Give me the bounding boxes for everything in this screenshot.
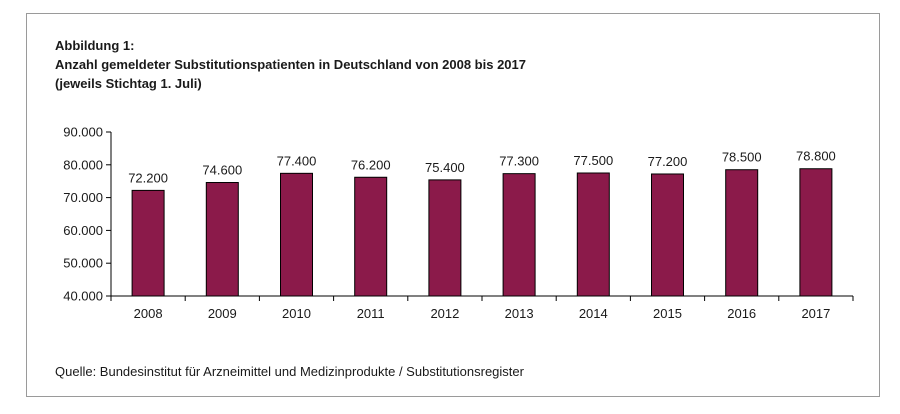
data-label: 77.200: [648, 154, 688, 169]
figure-frame: Abbildung 1: Anzahl gemeldeter Substitut…: [26, 13, 880, 397]
source-note: Quelle: Bundesinstitut für Arzneimittel …: [55, 364, 524, 379]
bar-chart: 40.000 50.000 60.000 70.000 80.000 90.000 72.2…: [63, 125, 854, 321]
chart-title: Anzahl gemeldeter Substitutionspatienten…: [55, 57, 526, 72]
x-tick-label: 2017: [801, 306, 830, 321]
data-label: 76.200: [351, 157, 391, 172]
x-tick-label: 2010: [282, 306, 311, 321]
x-tick-label: 2009: [208, 306, 237, 321]
bar: [131, 189, 165, 297]
data-label: 78.500: [722, 150, 762, 165]
data-label: 72.200: [128, 170, 168, 185]
y-tick-label: 70.000: [63, 190, 103, 205]
y-tick-label: 80.000: [63, 157, 103, 172]
y-tick-label: 60.000: [63, 223, 103, 238]
y-tick-label: 90.000: [63, 125, 103, 140]
x-tick-label: 2014: [579, 306, 608, 321]
bar: [280, 172, 313, 297]
data-label: 77.500: [573, 153, 613, 168]
bar: [428, 179, 462, 297]
bar: [799, 168, 833, 297]
data-label: 77.400: [277, 153, 317, 168]
figure-label: Abbildung 1:: [55, 38, 135, 53]
bar: [354, 176, 388, 297]
x-tick-label: 2013: [505, 306, 534, 321]
data-label: 75.400: [425, 160, 465, 175]
data-label: 77.300: [499, 154, 539, 169]
y-tick-label: 40.000: [63, 289, 103, 304]
x-tick-label: 2012: [430, 306, 459, 321]
bar: [576, 172, 610, 297]
x-tick-label: 2015: [653, 306, 682, 321]
figure-heading: Abbildung 1: Anzahl gemeldeter Substitut…: [55, 36, 526, 93]
data-label: 78.800: [796, 149, 836, 164]
y-tick-label: 50.000: [63, 256, 103, 271]
x-tick-label: 2008: [134, 306, 163, 321]
data-label: 74.600: [202, 163, 242, 178]
bar: [205, 182, 239, 297]
bar: [725, 169, 759, 297]
chart-subtitle: (jeweils Stichtag 1. Juli): [55, 76, 202, 91]
bar: [651, 173, 684, 297]
x-tick-label: 2011: [357, 306, 385, 321]
x-tick-label: 2016: [727, 306, 756, 321]
bar: [502, 173, 536, 297]
